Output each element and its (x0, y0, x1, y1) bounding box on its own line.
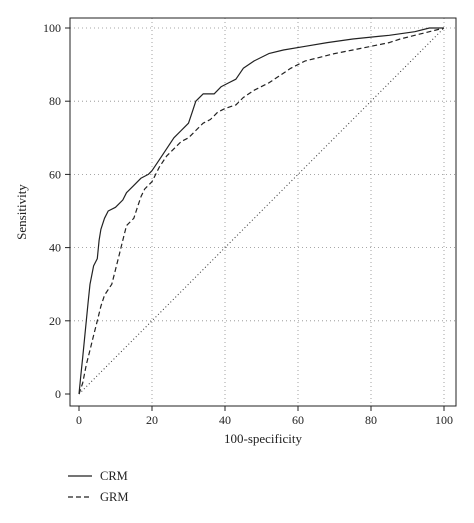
reference-diagonal-line (78, 27, 445, 395)
tick-layer: 0 20 40 60 80 100 0 20 40 60 80 100 (43, 21, 453, 427)
x-tick-label: 20 (146, 413, 158, 427)
x-tick-label: 40 (219, 413, 231, 427)
legend-label-grm: GRM (100, 490, 128, 504)
x-tick-label: 100 (435, 413, 453, 427)
y-tick-label: 80 (49, 94, 61, 108)
y-tick-label: 60 (49, 167, 61, 181)
x-tick-label: 60 (292, 413, 304, 427)
y-tick-label: 20 (49, 314, 61, 328)
series-line-grm (78, 27, 445, 395)
y-tick-label: 100 (43, 21, 61, 35)
legend: CRM GRM (68, 469, 128, 504)
x-tick-label: 80 (365, 413, 377, 427)
plot-frame (69, 17, 457, 407)
x-tick-label: 0 (76, 413, 82, 427)
y-axis-label: Sensitivity (14, 184, 29, 240)
y-tick-label: 40 (49, 241, 61, 255)
series-line-crm (78, 27, 444, 395)
grid-layer (70, 18, 456, 406)
axis-layer (69, 17, 457, 407)
legend-label-crm: CRM (100, 469, 128, 483)
x-axis-label: 100-specificity (224, 431, 302, 446)
series-layer (78, 27, 445, 395)
y-tick-label: 0 (55, 387, 61, 401)
reference-line-layer (78, 27, 445, 395)
